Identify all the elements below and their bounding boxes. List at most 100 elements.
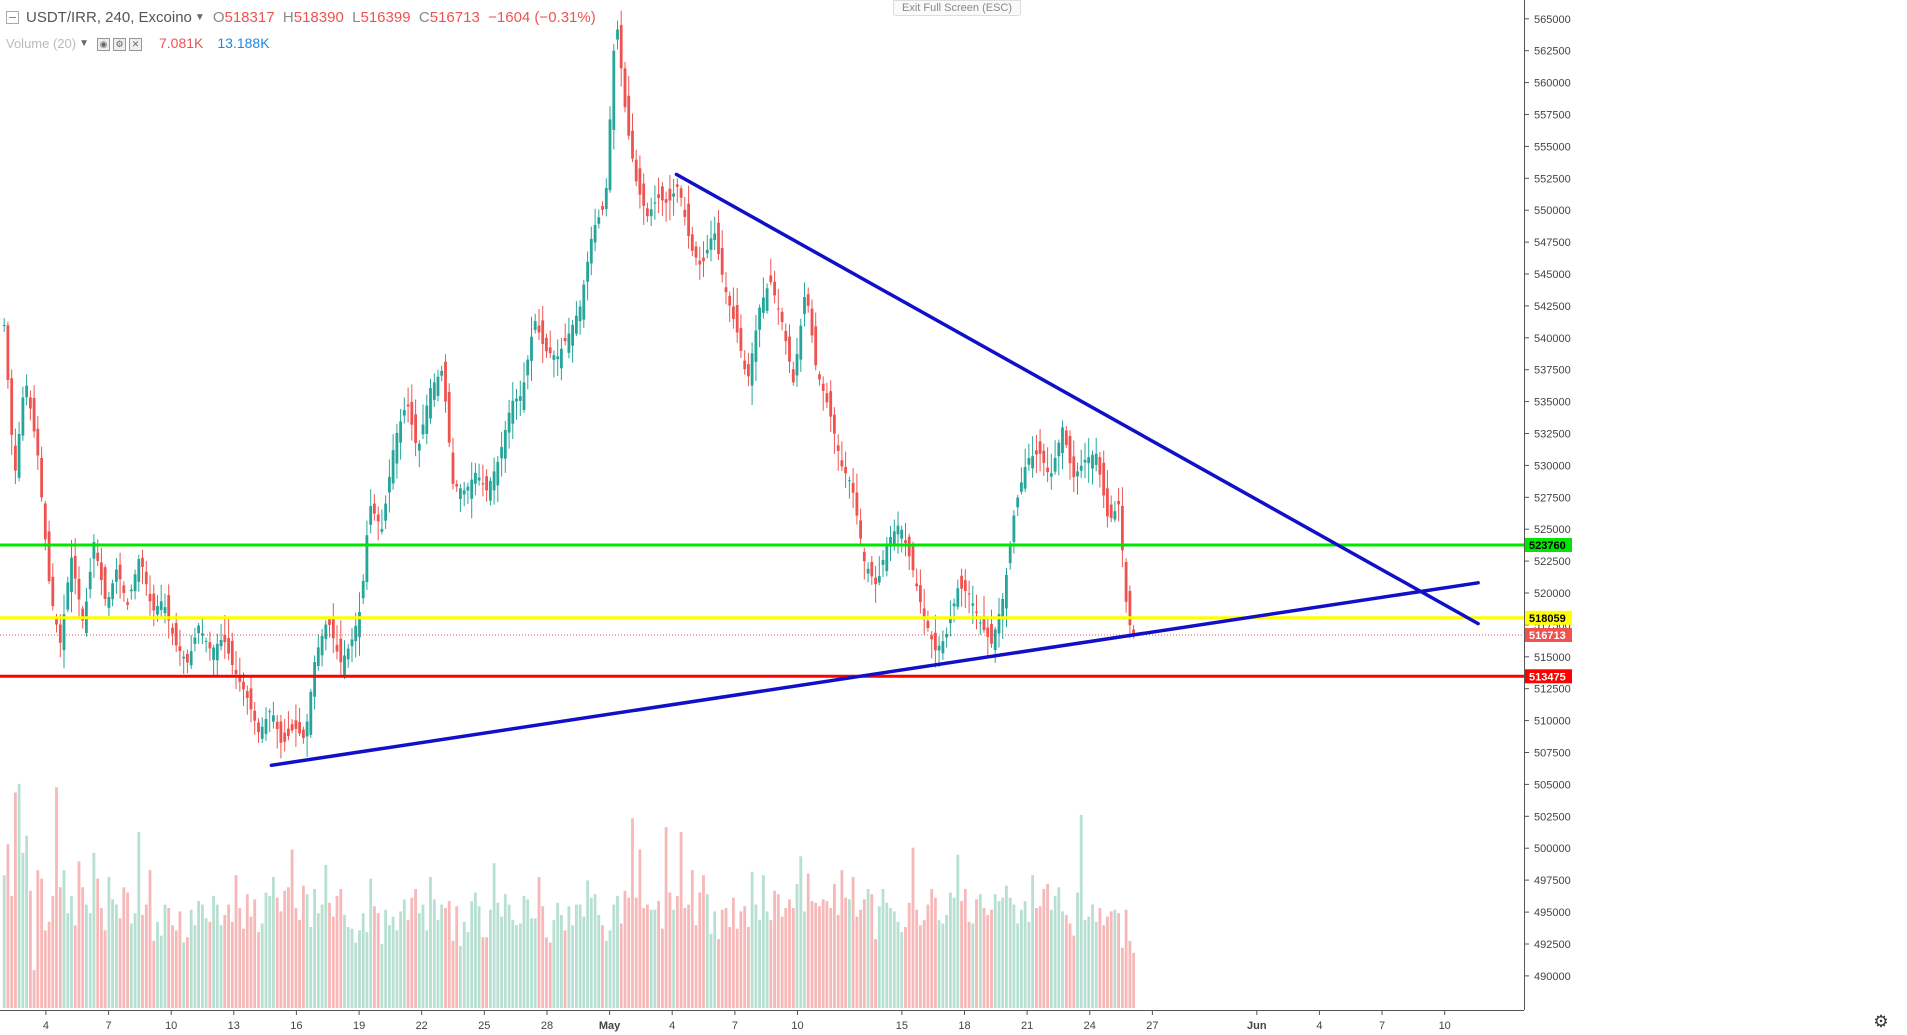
- volume-bar: [758, 920, 761, 1008]
- price-tick-label: 537500: [1534, 365, 1571, 377]
- volume-bar: [515, 925, 518, 1008]
- candle-body: [316, 647, 320, 666]
- volume-bar: [238, 908, 242, 1008]
- candle-body: [1091, 454, 1094, 469]
- candle-body: [302, 729, 305, 738]
- candle-body: [926, 620, 930, 628]
- exit-fullscreen-button[interactable]: Exit Full Screen (ESC): [893, 0, 1022, 16]
- candle-body: [182, 656, 186, 659]
- candle-body: [399, 421, 402, 443]
- candle-body: [1001, 599, 1005, 620]
- price-tick-label: 560000: [1534, 78, 1571, 90]
- candle-body: [619, 24, 623, 69]
- candle-body: [657, 194, 660, 198]
- volume-chevron-down-icon[interactable]: ▼: [79, 37, 89, 49]
- candle-body: [522, 382, 526, 410]
- candle-body: [646, 208, 649, 217]
- candle-body: [152, 593, 156, 611]
- volume-bar: [380, 944, 384, 1008]
- collapse-icon[interactable]: [6, 11, 19, 24]
- volume-bar: [253, 899, 257, 1008]
- candle-body: [197, 625, 200, 634]
- volume-bars: [2, 783, 1135, 1008]
- volume-bar: [941, 923, 945, 1008]
- candle-body: [776, 308, 780, 310]
- eye-icon[interactable]: ◉: [97, 38, 110, 51]
- candle-body: [990, 623, 993, 644]
- close-icon[interactable]: ✕: [129, 38, 142, 51]
- candle-body: [604, 188, 608, 209]
- candle-body: [137, 559, 141, 582]
- candle-body: [1068, 435, 1072, 464]
- price-tick-label: 512500: [1534, 684, 1571, 696]
- volume-bar: [466, 932, 470, 1008]
- volume-ma-value: 13.188K: [217, 35, 270, 51]
- volume-bar: [530, 918, 533, 1008]
- volume-bar: [687, 904, 690, 1008]
- candle-body: [350, 639, 354, 647]
- price-tick-label: 542500: [1534, 301, 1571, 313]
- volume-bar: [934, 897, 937, 1008]
- candle-body: [911, 546, 915, 571]
- candle-body: [174, 623, 178, 646]
- volume-bar: [1106, 916, 1109, 1008]
- volume-bar: [81, 887, 85, 1008]
- candle-body: [215, 643, 219, 661]
- volume-bar: [765, 911, 769, 1008]
- candle-body: [638, 168, 642, 195]
- volume-bar: [275, 897, 279, 1008]
- chevron-down-icon[interactable]: ▼: [194, 12, 205, 23]
- candle-body: [10, 378, 14, 435]
- price-tick-label: 550000: [1534, 205, 1571, 217]
- candle-body: [92, 542, 96, 559]
- candle-body: [563, 338, 567, 342]
- volume-label[interactable]: Volume (20): [6, 35, 77, 51]
- gear-icon[interactable]: ⚙: [1873, 1012, 1889, 1031]
- candle-body: [391, 450, 395, 484]
- candle-body: [814, 326, 818, 366]
- candle-body: [810, 308, 814, 336]
- volume-bar: [339, 889, 343, 1008]
- volume-bar: [358, 930, 361, 1008]
- candle-body: [395, 432, 399, 464]
- volume-bar: [586, 880, 589, 1008]
- candle-body: [2, 325, 6, 326]
- volume-bar: [257, 932, 260, 1008]
- volume-bar: [163, 904, 167, 1008]
- candle-body: [855, 492, 859, 516]
- candle-body: [1049, 473, 1053, 477]
- time-tick-label: 10: [1439, 1020, 1451, 1032]
- volume-bar: [1117, 913, 1120, 1008]
- candle-body: [612, 50, 616, 130]
- settings-icon[interactable]: ⚙: [113, 38, 126, 51]
- volume-bar: [522, 895, 526, 1008]
- volume-bar: [597, 914, 601, 1008]
- volume-bar: [1008, 897, 1012, 1008]
- volume-bar: [780, 916, 784, 1008]
- volume-bar: [14, 792, 17, 1008]
- candle-body: [268, 711, 272, 713]
- candle-body: [765, 288, 769, 311]
- candle-body: [402, 410, 406, 416]
- candle-body: [784, 331, 788, 342]
- candle-body: [1087, 457, 1091, 464]
- candle-body: [859, 520, 862, 539]
- volume-bar: [436, 920, 440, 1008]
- candle-body: [260, 726, 264, 739]
- volume-bar: [230, 921, 234, 1008]
- volume-bar: [675, 895, 679, 1008]
- candle-body: [720, 247, 724, 275]
- volume-bar: [919, 925, 922, 1008]
- symbol-label[interactable]: USDT/IRR, 240, Excoino: [26, 9, 192, 26]
- volume-bar: [619, 923, 623, 1008]
- volume-bar: [638, 849, 642, 1008]
- volume-bar: [1132, 952, 1135, 1008]
- volume-bar: [986, 914, 990, 1008]
- level-label-bg: [1525, 669, 1572, 684]
- candle-body: [298, 721, 301, 734]
- candle-body: [541, 320, 545, 344]
- candle-body: [40, 458, 43, 498]
- volume-bar: [178, 911, 182, 1008]
- candle-body: [186, 653, 189, 663]
